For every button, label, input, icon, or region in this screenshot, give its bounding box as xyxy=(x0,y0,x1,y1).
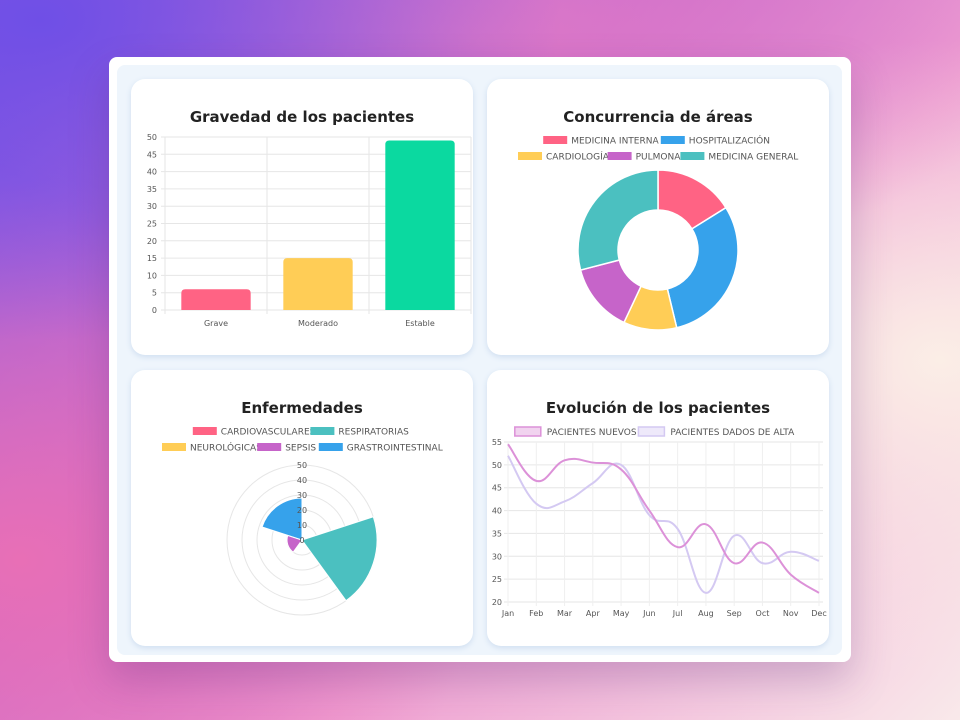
line-xtick-3: Apr xyxy=(586,609,601,618)
bar-ytick-10: 50 xyxy=(147,133,157,142)
bar-ytick-3: 15 xyxy=(147,254,157,263)
dashboard-grid: Gravedad de los pacientes 0 5 10 15 20 25 30 35… xyxy=(117,65,842,655)
legend-swatch-4 xyxy=(680,152,705,160)
evolucion-title: Evolución de los pacientes xyxy=(545,399,771,417)
legend-swatch-2 xyxy=(518,152,542,160)
legend-label-3: PULMONAR xyxy=(636,153,687,163)
bar-grave xyxy=(181,289,251,310)
concurrencia-title: Concurrencia de áreas xyxy=(563,108,753,126)
line-xtick-4: May xyxy=(613,609,630,618)
line-xtick-11: Dec xyxy=(811,609,826,618)
line-ytick-6: 50 xyxy=(492,461,502,470)
line-xtick-6: Jul xyxy=(672,609,683,618)
bar-xtick-0: Grave xyxy=(204,319,228,328)
legend-label-2: NEUROLÓGICAS xyxy=(190,442,262,454)
donut-chart[interactable]: MEDICINA INTERNA HOSPITALIZACIÓN CARDIOLOG… xyxy=(487,79,829,355)
legend-label-0: CARDIOVASCULARES xyxy=(221,428,316,438)
bar-ytick-1: 5 xyxy=(152,289,157,298)
dashboard-panel: Gravedad de los pacientes 0 5 10 15 20 25 30 35… xyxy=(109,57,851,662)
legend-swatch-1 xyxy=(660,136,685,144)
donut-slice-1 xyxy=(666,206,739,329)
line-xtick-2: Mar xyxy=(557,609,573,618)
line-xtick-8: Sep xyxy=(727,609,742,618)
bar-moderado xyxy=(283,258,353,310)
line-legend-label-1: PACIENTES DADOS DE ALTA xyxy=(670,428,795,438)
line-ytick-0: 20 xyxy=(492,598,502,607)
line-ytick-2: 30 xyxy=(492,552,502,561)
gravedad-title: Gravedad de los pacientes xyxy=(189,108,415,126)
bar-ytick-2: 10 xyxy=(147,271,157,280)
bar-ytick-9: 45 xyxy=(147,150,157,159)
bar-ytick-5: 25 xyxy=(147,220,157,229)
polar-rtick-3: 30 xyxy=(297,491,307,500)
legend-swatch-0 xyxy=(192,427,217,435)
line-xtick-5: Jun xyxy=(642,609,656,618)
bar-chart[interactable]: 0 5 10 15 20 25 30 35 40 45 50 Grave Moderado Estable xyxy=(131,79,473,355)
legend-label-3: SEPSIS xyxy=(285,444,316,454)
card-gravedad: Gravedad de los pacientes 0 5 10 15 20 25 30 35… xyxy=(131,79,473,355)
legend-label-4: MEDICINA GENERAL xyxy=(708,153,798,163)
bar-ytick-6: 30 xyxy=(147,202,157,211)
line-ytick-1: 25 xyxy=(492,575,502,584)
bar-xtick-2: Estable xyxy=(405,319,435,328)
card-enfermedades: Enfermedades CARDIOVASCULARES RESPIRATORI… xyxy=(131,370,473,646)
bar-estable xyxy=(385,140,455,310)
bar-ytick-8: 40 xyxy=(147,168,157,177)
line-chart[interactable]: PACIENTES NUEVOS PACIENTES DADOS DE ALTA 2… xyxy=(487,370,829,646)
legend-swatch-0 xyxy=(543,136,568,144)
polar-sector-1 xyxy=(301,516,378,602)
legend-label-2: CARDIOLOGÍA xyxy=(546,151,610,163)
legend-swatch-3 xyxy=(607,152,632,160)
line-series-1 xyxy=(507,455,820,594)
card-evolucion: Evolución de los pacientes PACIENTES NUE… xyxy=(487,370,829,646)
bar-ytick-7: 35 xyxy=(147,185,157,194)
line-legend-swatch-1 xyxy=(637,426,666,437)
legend-swatch-1 xyxy=(310,427,335,435)
polar-rtick-0: 0 xyxy=(299,536,304,545)
polar-rtick-1: 10 xyxy=(297,521,307,530)
polar-sector-4 xyxy=(261,497,303,541)
legend-label-4: GRASTROINTESTINAL xyxy=(347,444,443,454)
legend-swatch-3 xyxy=(257,443,282,451)
line-legend-label-0: PACIENTES NUEVOS xyxy=(547,428,637,438)
legend-swatch-4 xyxy=(318,443,343,451)
line-xtick-1: Feb xyxy=(529,609,543,618)
line-xtick-10: Nov xyxy=(783,609,799,618)
bar-xtick-1: Moderado xyxy=(298,319,338,328)
legend-label-0: MEDICINA INTERNA xyxy=(571,137,659,147)
bar-ytick-4: 20 xyxy=(147,237,157,246)
polar-rtick-5: 50 xyxy=(297,461,307,470)
line-xtick-9: Oct xyxy=(756,609,770,618)
line-xtick-7: Aug xyxy=(698,609,714,618)
legend-label-1: RESPIRATORIAS xyxy=(338,428,409,438)
line-series-0 xyxy=(507,443,820,594)
legend-swatch-2 xyxy=(162,443,186,451)
card-concurrencia: Concurrencia de áreas MEDICINA INTERNA HO… xyxy=(487,79,829,355)
legend-label-1: HOSPITALIZACIÓN xyxy=(689,135,770,147)
line-ytick-7: 55 xyxy=(492,438,502,447)
polar-rtick-2: 20 xyxy=(297,506,307,515)
line-ytick-3: 35 xyxy=(492,529,502,538)
polar-rtick-4: 40 xyxy=(297,476,307,485)
line-ytick-4: 40 xyxy=(492,507,502,516)
line-legend-swatch-0 xyxy=(514,426,542,437)
bar-ytick-0: 0 xyxy=(152,306,157,315)
donut-slice-4 xyxy=(577,169,659,271)
enfermedades-title: Enfermedades xyxy=(241,399,363,417)
polar-chart[interactable]: CARDIOVASCULARES RESPIRATORIAS NEUROLÓGICA… xyxy=(131,370,473,646)
line-xtick-0: Jan xyxy=(501,609,514,618)
line-ytick-5: 45 xyxy=(492,484,502,493)
